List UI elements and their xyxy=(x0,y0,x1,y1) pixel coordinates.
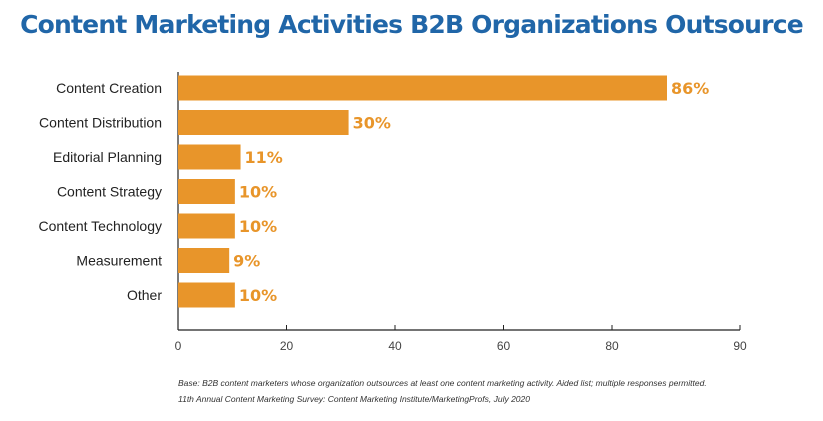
category-label: Content Strategy xyxy=(57,184,162,200)
bar xyxy=(178,110,349,135)
footnote-base: Base: B2B content marketers whose organi… xyxy=(178,378,707,388)
x-tick-label: 20 xyxy=(280,339,294,353)
chart-title: Content Marketing Activities B2B Organiz… xyxy=(20,10,804,39)
x-tick-label: 40 xyxy=(388,339,402,353)
bar xyxy=(178,75,667,101)
data-label: 86% xyxy=(671,79,709,98)
category-label: Content Technology xyxy=(39,218,163,234)
category-label: Other xyxy=(127,287,162,303)
bar xyxy=(178,282,235,308)
data-label: 11% xyxy=(245,148,283,167)
bar xyxy=(178,144,241,170)
x-tick-label: 60 xyxy=(497,339,511,353)
x-tick-label: 0 xyxy=(175,339,182,353)
category-label: Content Distribution xyxy=(39,115,162,131)
x-tick-label: 80 xyxy=(605,339,619,353)
data-label: 10% xyxy=(239,217,277,236)
data-label: 10% xyxy=(239,183,277,202)
data-label: 9% xyxy=(233,252,260,271)
bar xyxy=(178,213,235,239)
footnote-source: 11th Annual Content Marketing Survey: Co… xyxy=(178,394,530,404)
bar xyxy=(178,248,230,273)
category-label: Measurement xyxy=(76,253,162,269)
category-label: Editorial Planning xyxy=(53,149,162,165)
category-label: Content Creation xyxy=(56,80,162,96)
bar xyxy=(178,179,235,204)
data-label: 10% xyxy=(239,286,277,305)
x-tick-label: 90 xyxy=(733,339,747,353)
data-label: 30% xyxy=(353,114,391,133)
